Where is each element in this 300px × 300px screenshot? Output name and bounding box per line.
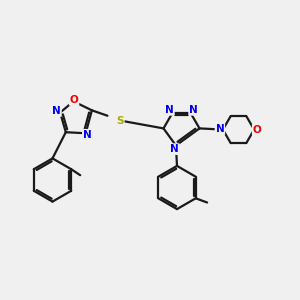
Text: N: N [170, 144, 179, 154]
Text: N: N [215, 124, 224, 134]
Text: O: O [253, 124, 262, 135]
Text: N: N [189, 105, 198, 115]
Text: S: S [116, 116, 124, 125]
Text: N: N [83, 130, 92, 140]
Text: N: N [52, 106, 61, 116]
Text: N: N [165, 105, 174, 115]
Text: O: O [70, 95, 79, 105]
